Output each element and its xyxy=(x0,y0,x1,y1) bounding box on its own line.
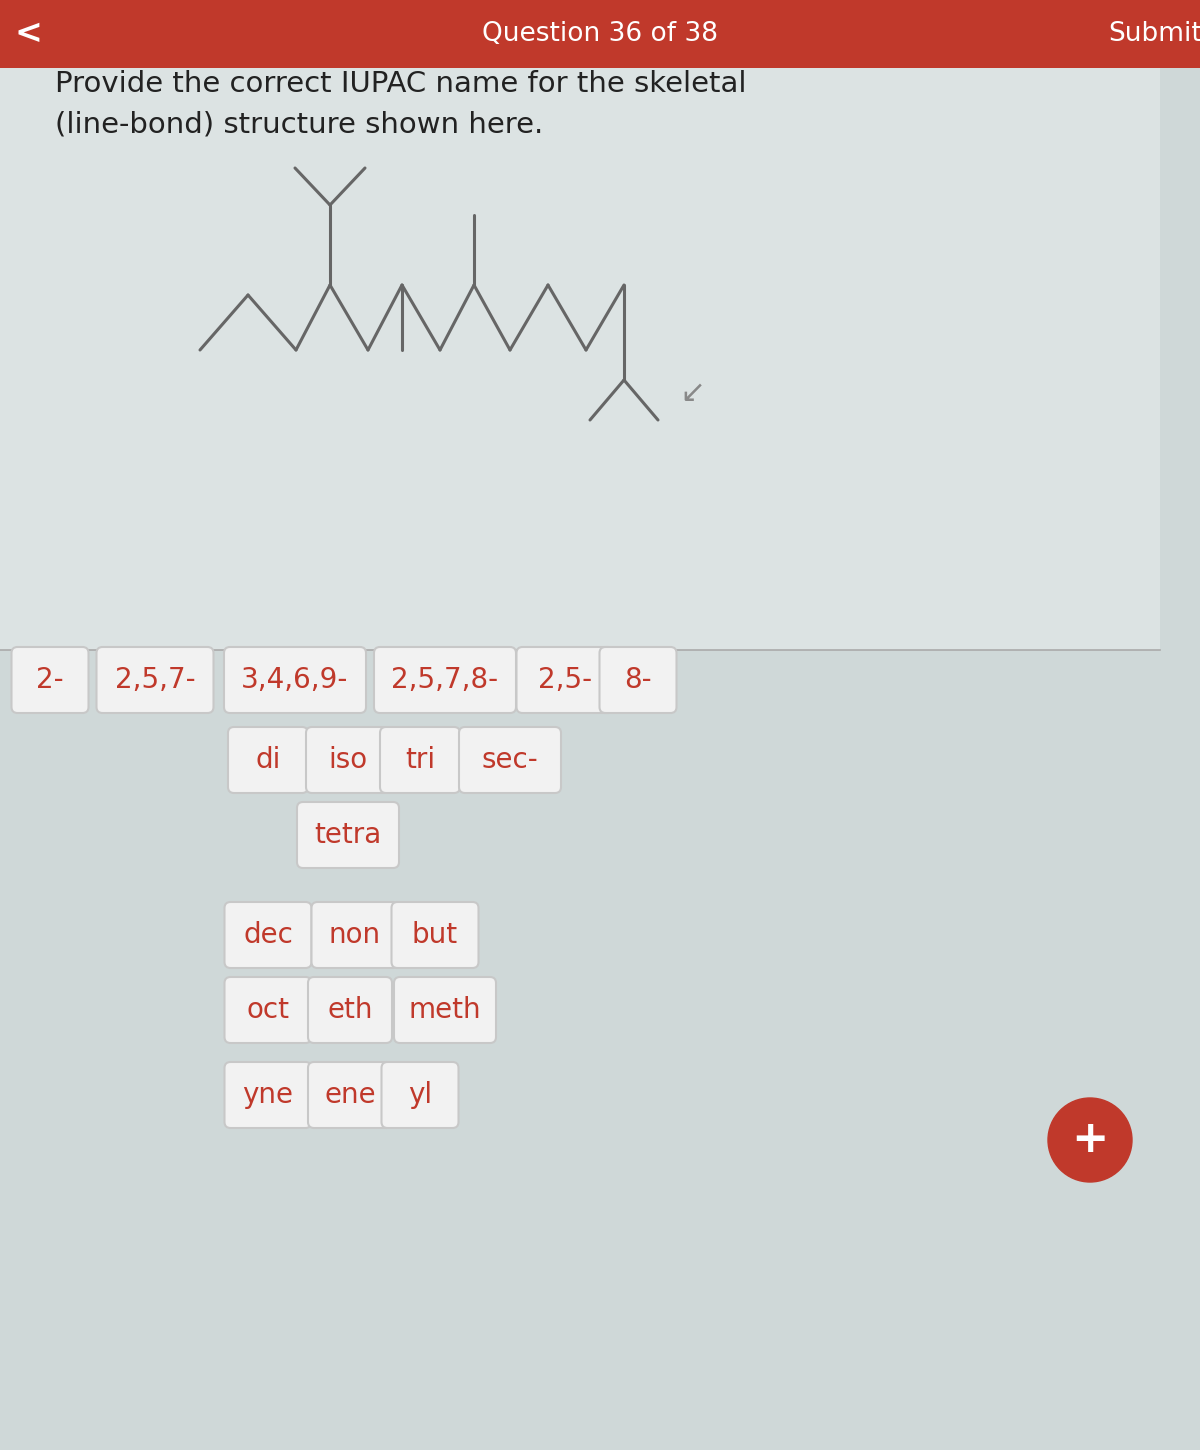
FancyBboxPatch shape xyxy=(0,0,1200,68)
Text: ene: ene xyxy=(324,1082,376,1109)
Text: iso: iso xyxy=(329,745,367,774)
FancyBboxPatch shape xyxy=(391,902,479,969)
Text: tri: tri xyxy=(404,745,436,774)
Text: oct: oct xyxy=(246,996,289,1024)
FancyBboxPatch shape xyxy=(394,977,496,1043)
FancyBboxPatch shape xyxy=(306,726,390,793)
FancyBboxPatch shape xyxy=(600,647,677,713)
Text: 2,5,7-: 2,5,7- xyxy=(115,666,196,695)
FancyBboxPatch shape xyxy=(224,647,366,713)
Text: ↗: ↗ xyxy=(672,376,697,405)
FancyBboxPatch shape xyxy=(96,647,214,713)
Text: yl: yl xyxy=(408,1082,432,1109)
FancyBboxPatch shape xyxy=(312,902,398,969)
Text: Submit: Submit xyxy=(1108,20,1200,46)
FancyBboxPatch shape xyxy=(308,1061,392,1128)
Text: non: non xyxy=(329,921,382,948)
Text: (line-bond) structure shown here.: (line-bond) structure shown here. xyxy=(55,110,544,138)
FancyBboxPatch shape xyxy=(224,1061,312,1128)
Text: 2-: 2- xyxy=(36,666,64,695)
FancyBboxPatch shape xyxy=(374,647,516,713)
Text: +: + xyxy=(1072,1118,1109,1161)
FancyBboxPatch shape xyxy=(380,726,460,793)
Text: dec: dec xyxy=(244,921,293,948)
Text: 8-: 8- xyxy=(624,666,652,695)
Text: 2,5,7,8-: 2,5,7,8- xyxy=(391,666,498,695)
FancyBboxPatch shape xyxy=(224,902,312,969)
FancyBboxPatch shape xyxy=(0,68,1160,650)
FancyBboxPatch shape xyxy=(516,647,613,713)
Circle shape xyxy=(1048,1098,1132,1182)
Text: but: but xyxy=(412,921,458,948)
Text: di: di xyxy=(256,745,281,774)
Text: <: < xyxy=(14,17,42,51)
Text: Question 36 of 38: Question 36 of 38 xyxy=(482,20,718,46)
FancyBboxPatch shape xyxy=(224,977,312,1043)
FancyBboxPatch shape xyxy=(382,1061,458,1128)
FancyBboxPatch shape xyxy=(458,726,562,793)
Text: sec-: sec- xyxy=(481,745,539,774)
Text: eth: eth xyxy=(328,996,373,1024)
FancyBboxPatch shape xyxy=(228,726,308,793)
FancyBboxPatch shape xyxy=(298,802,398,869)
Text: 3,4,6,9-: 3,4,6,9- xyxy=(241,666,349,695)
Text: Provide the correct IUPAC name for the skeletal: Provide the correct IUPAC name for the s… xyxy=(55,70,746,99)
FancyBboxPatch shape xyxy=(308,977,392,1043)
Text: meth: meth xyxy=(409,996,481,1024)
Text: yne: yne xyxy=(242,1082,294,1109)
Text: tetra: tetra xyxy=(314,821,382,850)
FancyBboxPatch shape xyxy=(12,647,89,713)
Text: 2,5-: 2,5- xyxy=(538,666,592,695)
